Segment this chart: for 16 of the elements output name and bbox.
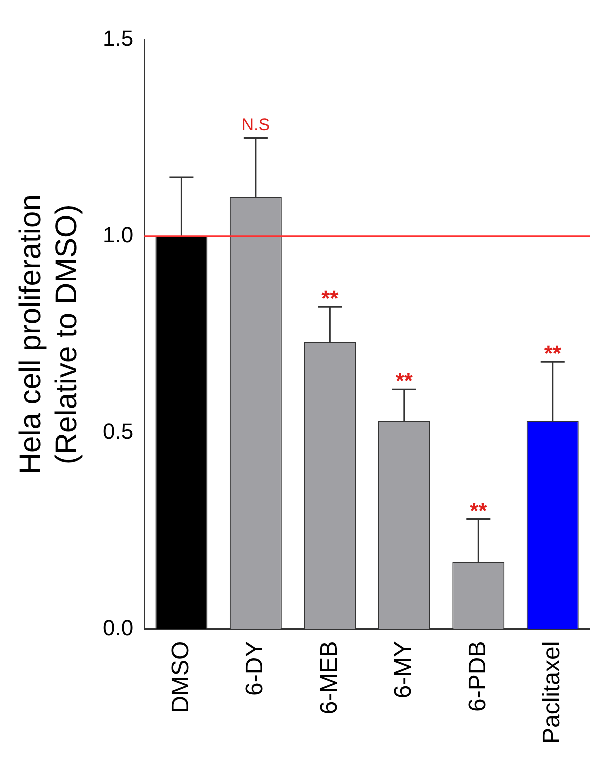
y-tick-label: 0.0 bbox=[102, 615, 134, 640]
annotation: N.S bbox=[242, 115, 270, 134]
x-tick-label: 6-MEB bbox=[316, 641, 343, 715]
annotation: ** bbox=[544, 341, 562, 366]
x-tick-label: DMSO bbox=[167, 641, 194, 714]
x-tick-label: 6-DY bbox=[242, 641, 269, 696]
x-tick-label: 6-MY bbox=[390, 641, 418, 699]
x-tick-label: Paclitaxel bbox=[538, 641, 566, 744]
y-tick-label: 1.0 bbox=[102, 222, 134, 248]
y-axis-title: Hela cell proliferation (Relative to DMSO) bbox=[14, 194, 84, 475]
x-tick-label: 6-PDB bbox=[464, 641, 492, 712]
annotation: ** bbox=[322, 286, 340, 312]
annotation: ** bbox=[396, 368, 414, 394]
annotation: ** bbox=[470, 498, 488, 524]
y-tick-label: 1.5 bbox=[102, 26, 134, 52]
y-tick-label: 0.5 bbox=[102, 418, 134, 444]
